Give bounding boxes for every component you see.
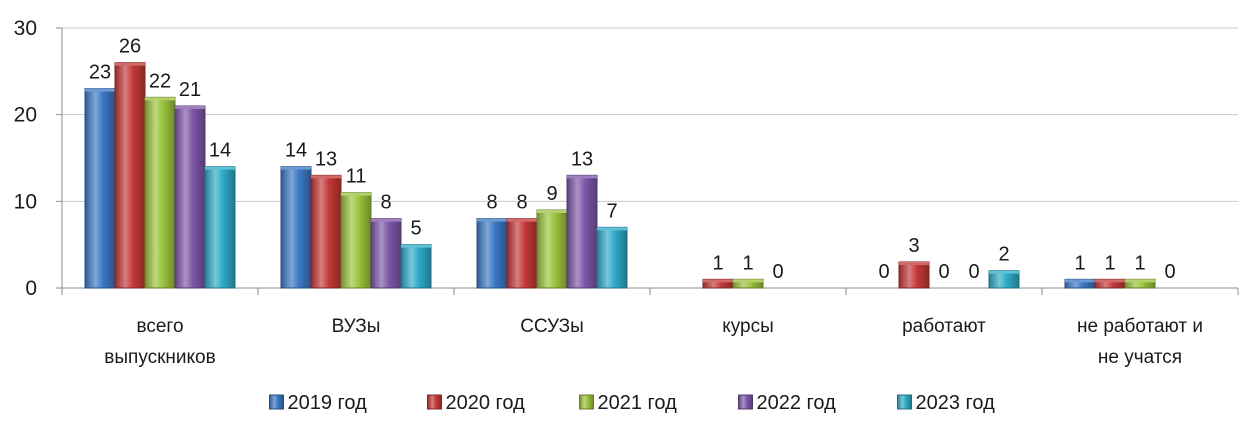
legend: 2019 год 2020 год 2021 год 2022 год 2023 год [269, 392, 996, 414]
data-label: 21 [179, 79, 201, 101]
data-label: 26 [119, 36, 141, 58]
data-label: 1 [1134, 252, 1145, 274]
bar-top [1125, 279, 1155, 283]
data-label: 11 [346, 166, 367, 188]
data-label: 22 [149, 70, 171, 92]
data-label: 7 [606, 200, 617, 222]
legend-swatch [427, 394, 442, 410]
y-tick-label: 10 [14, 190, 37, 213]
data-label: 14 [285, 140, 307, 162]
bar[interactable] [898, 261, 930, 289]
data-label: 2 [998, 244, 1009, 266]
bar-top [145, 97, 175, 101]
data-label: 0 [1164, 261, 1175, 283]
data-label: 1 [1074, 252, 1085, 274]
legend-label: 2021 год [598, 392, 678, 414]
bar-top [989, 270, 1019, 274]
bar-top [371, 218, 401, 222]
bar[interactable] [280, 166, 312, 289]
bar[interactable] [144, 96, 176, 289]
bar-top [175, 106, 205, 109]
bar-top [1095, 279, 1125, 283]
y-tick-label: 30 [14, 17, 37, 40]
bar-top [341, 192, 371, 196]
bar-top [507, 218, 537, 222]
data-label: 9 [546, 183, 557, 205]
data-label: 8 [516, 192, 527, 214]
data-label: 13 [315, 148, 337, 170]
data-label: 0 [968, 261, 979, 283]
legend-label: 2023 год [916, 392, 996, 414]
bar-top [537, 210, 567, 213]
bar-top [703, 279, 733, 283]
bar-top [899, 262, 929, 265]
bar[interactable] [566, 174, 598, 289]
bar[interactable] [114, 62, 146, 289]
bar[interactable] [536, 209, 568, 289]
y-tick-label: 0 [25, 277, 37, 300]
bar-top [567, 175, 597, 179]
data-label: 1 [712, 252, 723, 274]
legend-label: 2019 год [288, 392, 368, 414]
bar-top [401, 244, 431, 248]
bar-top [205, 166, 235, 170]
data-label: 23 [89, 62, 111, 84]
bar-top [733, 279, 763, 283]
data-label: 8 [486, 192, 497, 214]
data-label: 8 [380, 192, 391, 214]
data-label: 5 [410, 218, 421, 240]
bar-top [311, 175, 341, 179]
data-label: 1 [742, 252, 753, 274]
data-label: 1 [1104, 252, 1115, 274]
data-label: 0 [878, 261, 889, 283]
bar[interactable] [84, 88, 116, 289]
legend-swatch [579, 394, 594, 410]
bars [84, 62, 1156, 289]
bar[interactable] [204, 166, 236, 289]
bar[interactable] [340, 192, 372, 289]
bar-top [477, 218, 507, 222]
data-label: 3 [908, 235, 919, 257]
x-tick-label: ССУЗы [520, 316, 584, 337]
data-label: 13 [571, 148, 593, 170]
bar[interactable] [506, 218, 538, 289]
bar[interactable] [476, 218, 508, 289]
bar[interactable] [174, 105, 206, 289]
legend-swatch [897, 394, 912, 410]
x-tick-label: выпускников [104, 347, 215, 368]
legend-label: 2020 год [446, 392, 526, 414]
bar-top [597, 227, 627, 231]
bar-top [1065, 279, 1095, 283]
bar[interactable] [596, 226, 628, 289]
bar-top [115, 62, 145, 66]
bar[interactable] [370, 218, 402, 289]
legend-label: 2022 год [757, 392, 837, 414]
y-tick-label: 20 [14, 104, 37, 127]
x-tick-label: не работают и [1077, 316, 1203, 337]
data-label: 14 [209, 140, 231, 162]
data-label: 0 [938, 261, 949, 283]
bar[interactable] [310, 174, 342, 289]
legend-swatch [269, 394, 284, 410]
bar[interactable] [400, 244, 432, 289]
x-tick-label: ВУЗы [332, 316, 381, 337]
x-tick-label: курсы [722, 316, 774, 337]
bar-top [281, 166, 311, 170]
x-tick-label: работают [902, 316, 986, 337]
x-tick-label: не учатся [1098, 347, 1182, 368]
data-label: 0 [772, 261, 783, 283]
bar-top [85, 88, 115, 92]
legend-swatch [738, 394, 753, 410]
x-tick-label: всего [136, 316, 183, 337]
